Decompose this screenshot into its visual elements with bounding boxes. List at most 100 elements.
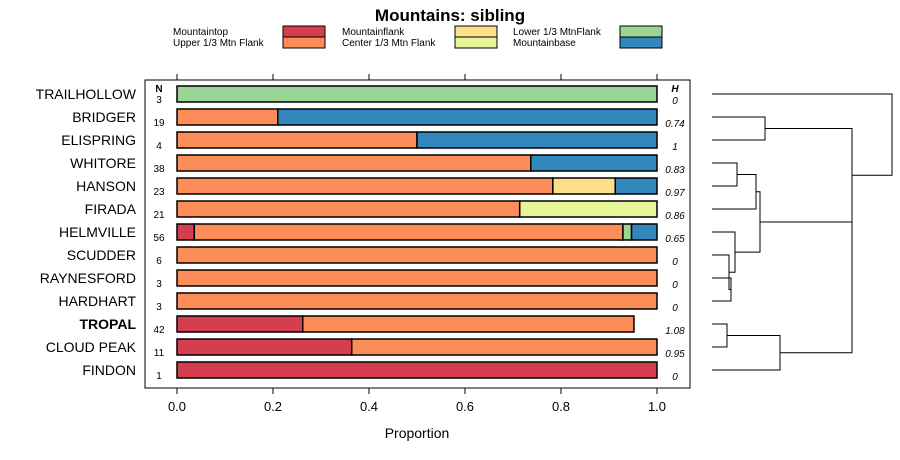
legend-swatch-mountaintop bbox=[282, 25, 326, 38]
bar-segment-upper-1-3-mtn-flank bbox=[176, 177, 554, 195]
dendrogram-branch bbox=[712, 93, 893, 176]
dendrogram-branch bbox=[760, 128, 853, 223]
h-value: 0.83 bbox=[665, 165, 685, 176]
n-value: 3 bbox=[156, 95, 162, 106]
x-tick-label: 0.8 bbox=[552, 399, 570, 414]
bar-segment-mountaintop bbox=[176, 315, 304, 333]
h-value: 0 bbox=[672, 96, 678, 107]
dendrogram-branch bbox=[712, 254, 731, 290]
bar-segment-mountainbase bbox=[416, 131, 658, 149]
x-tick-label: 0.4 bbox=[360, 399, 378, 414]
n-value: 23 bbox=[153, 187, 165, 198]
row-whitore: WHITORE 38 0.83 bbox=[70, 154, 685, 176]
row-label: SCUDDER bbox=[67, 247, 136, 263]
bar-segment-upper-1-3-mtn-flank bbox=[350, 338, 658, 356]
bar-segment-upper-1-3-mtn-flank bbox=[176, 269, 658, 287]
h-value: 0.74 bbox=[665, 119, 685, 130]
h-value: 0 bbox=[672, 303, 678, 314]
row-elispring: ELISPRING 4 1 bbox=[61, 131, 678, 153]
bar-segment-lower-1-3-mtnflank bbox=[176, 85, 658, 103]
legend-swatch-mountainflank bbox=[454, 25, 498, 38]
row-label: CLOUD PEAK bbox=[46, 339, 137, 355]
h-value: 1.08 bbox=[665, 326, 685, 337]
legend-swatch-lower-1-3-mtnflank bbox=[619, 25, 663, 38]
bar-segment-upper-1-3-mtn-flank bbox=[176, 154, 532, 172]
row-bridger: BRIDGER 19 0.74 bbox=[72, 108, 685, 130]
n-value: 56 bbox=[153, 233, 165, 244]
x-axis: 0.0 0.2 0.4 0.6 0.8 1.0 bbox=[168, 74, 666, 414]
bar-segment-upper-1-3-mtn-flank bbox=[302, 315, 635, 333]
row-hardhart: HARDHART 3 0 bbox=[58, 292, 678, 314]
dendrogram-branch bbox=[712, 162, 738, 187]
row-label: FIRADA bbox=[85, 201, 137, 217]
dendrogram-branch bbox=[712, 174, 757, 210]
n-value: 4 bbox=[156, 141, 162, 152]
n-value: 3 bbox=[156, 279, 162, 290]
n-value: 3 bbox=[156, 302, 162, 313]
n-value: 11 bbox=[154, 348, 165, 359]
bar-segment-lower-1-3-mtnflank bbox=[622, 223, 633, 241]
h-value: 1 bbox=[672, 142, 678, 153]
h-value: 0 bbox=[672, 372, 678, 383]
bar-segment-center-1-3-mtn-flank bbox=[518, 200, 658, 218]
row-label: TROPAL bbox=[79, 316, 136, 332]
bar-segment-mountainbase bbox=[277, 108, 658, 126]
row-label: RAYNESFORD bbox=[40, 270, 136, 286]
row-tropal: TROPAL 42 1.08 bbox=[79, 315, 685, 337]
legend-label-upper-1-3-mtn-flank: Upper 1/3 Mtn Flank bbox=[173, 38, 265, 49]
row-label: WHITORE bbox=[70, 155, 136, 171]
row-label: BRIDGER bbox=[72, 109, 136, 125]
bar-segment-upper-1-3-mtn-flank bbox=[193, 223, 624, 241]
h-value: 0.86 bbox=[665, 211, 685, 222]
row-firada: FIRADA 21 0.86 bbox=[85, 200, 685, 222]
row-cloud-peak: CLOUD PEAK 11 0.95 bbox=[46, 338, 685, 360]
h-value: 0.65 bbox=[665, 234, 685, 245]
bar-segment-mountainbase bbox=[530, 154, 658, 172]
row-label: ELISPRING bbox=[61, 132, 136, 148]
h-column-header: H bbox=[671, 84, 679, 95]
row-label: FINDON bbox=[82, 362, 136, 378]
bar-segment-upper-1-3-mtn-flank bbox=[176, 200, 521, 218]
legend-swatch-center-1-3-mtn-flank bbox=[454, 36, 498, 49]
legend-label-center-1-3-mtn-flank: Center 1/3 Mtn Flank bbox=[342, 38, 436, 49]
plot-panel bbox=[144, 79, 691, 389]
row-findon: FINDON 1 0 bbox=[82, 361, 678, 383]
legend-swatch-upper-1-3-mtn-flank bbox=[282, 36, 326, 49]
row-scudder: SCUDDER 6 0 bbox=[67, 246, 678, 268]
n-column-header: N bbox=[155, 84, 162, 95]
row-label: HELMVILLE bbox=[59, 224, 136, 240]
dendrogram-branch bbox=[712, 116, 766, 141]
legend-label-mountaintop: Mountaintop bbox=[173, 27, 228, 38]
chart-title: Mountains: sibling bbox=[375, 6, 525, 25]
dendrogram-branch bbox=[712, 231, 736, 273]
row-trailhollow: TRAILHOLLOW 3 0 bbox=[36, 85, 678, 107]
x-tick-label: 0.0 bbox=[168, 399, 186, 414]
bar-segment-mountaintop bbox=[176, 361, 658, 379]
h-value: 0 bbox=[672, 280, 678, 291]
x-tick-label: 0.6 bbox=[456, 399, 474, 414]
legend-swatch-mountainbase bbox=[619, 36, 663, 49]
dendrogram-branch bbox=[712, 323, 728, 348]
row-hanson: HANSON 23 0.97 bbox=[76, 177, 685, 199]
row-label: HARDHART bbox=[58, 293, 136, 309]
bar-segment-mountainflank bbox=[552, 177, 616, 195]
row-label: TRAILHOLLOW bbox=[36, 86, 137, 102]
n-value: 19 bbox=[153, 118, 165, 129]
x-axis-label: Proportion bbox=[385, 425, 450, 441]
dendrogram-branch bbox=[780, 175, 853, 354]
x-tick-label: 0.2 bbox=[264, 399, 282, 414]
dendrogram-branch bbox=[712, 277, 732, 302]
legend-label-mountainflank: Mountainflank bbox=[342, 27, 405, 38]
bar-segment-upper-1-3-mtn-flank bbox=[176, 108, 279, 126]
row-label: HANSON bbox=[76, 178, 136, 194]
dendrogram bbox=[712, 93, 893, 371]
dendrogram-branch bbox=[712, 335, 781, 371]
h-value: 0.95 bbox=[665, 349, 685, 360]
legend-label-lower-1-3-mtnflank: Lower 1/3 MtnFlank bbox=[513, 27, 602, 38]
bar-segment-mountaintop bbox=[176, 338, 353, 356]
n-value: 42 bbox=[153, 325, 165, 336]
x-tick-label: 1.0 bbox=[648, 399, 666, 414]
